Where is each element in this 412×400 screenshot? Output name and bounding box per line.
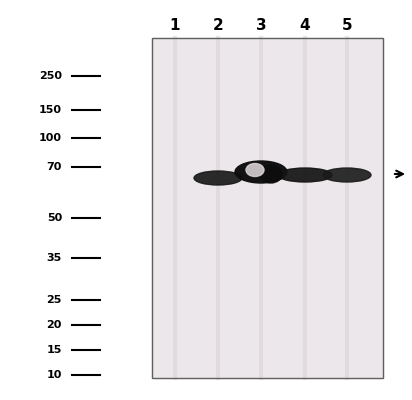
Text: 250: 250 [39,71,62,81]
Text: 10: 10 [47,370,62,380]
Text: 3: 3 [256,18,266,32]
Text: 1: 1 [170,18,180,32]
Ellipse shape [235,161,287,183]
Text: 50: 50 [47,213,62,223]
Text: 5: 5 [342,18,352,32]
Text: 4: 4 [300,18,310,32]
Text: 35: 35 [47,253,62,263]
Ellipse shape [260,165,282,183]
Bar [152,38,383,378]
Ellipse shape [246,164,264,176]
Text: 20: 20 [47,320,62,330]
Text: 70: 70 [47,162,62,172]
Text: 150: 150 [39,105,62,115]
Text: 100: 100 [39,133,62,143]
Ellipse shape [278,168,332,182]
Text: 25: 25 [47,295,62,305]
Ellipse shape [194,171,242,185]
Text: 15: 15 [47,345,62,355]
Bar [152,38,383,378]
Ellipse shape [323,168,371,182]
Text: 2: 2 [213,18,223,32]
